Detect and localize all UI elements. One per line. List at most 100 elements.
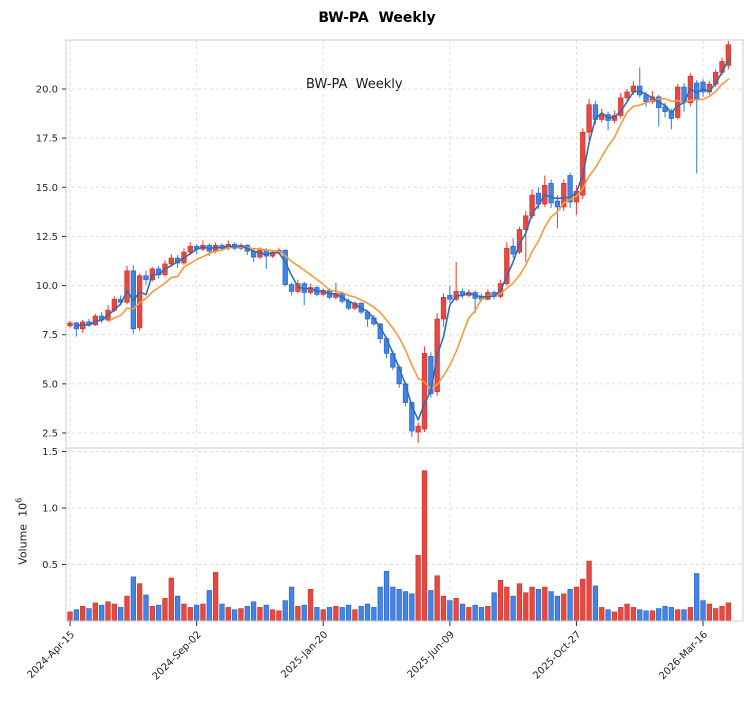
volume-bar <box>307 589 314 621</box>
date-tick-label: 2025-Jan-20 <box>279 629 330 680</box>
volume-bar <box>105 601 111 621</box>
price-tick-label: 5.0 <box>42 379 58 390</box>
volume-bar <box>187 607 193 621</box>
volume-bar <box>149 605 155 621</box>
volume-bar <box>225 607 231 621</box>
volume-bar <box>92 602 99 621</box>
volume-bar <box>377 586 383 621</box>
volume-bar <box>409 593 415 621</box>
volume-panel-border <box>65 447 744 622</box>
volume-bar <box>618 607 624 621</box>
candle-body <box>523 215 529 230</box>
price-tick-label: 2.5 <box>42 429 58 440</box>
volume-bar <box>276 610 282 621</box>
price-tick-label: 10.0 <box>36 281 58 292</box>
volume-bar <box>250 601 257 621</box>
volume-bar <box>118 607 124 621</box>
volume-bar <box>580 578 586 621</box>
volume-bar <box>193 604 200 621</box>
ma-slow-line <box>107 78 730 390</box>
volume-bar <box>529 586 535 621</box>
volume-bar <box>643 610 649 621</box>
volume-bar <box>675 609 681 621</box>
volume-bar <box>453 598 459 621</box>
volume-bar <box>244 605 250 621</box>
candle-body <box>548 183 554 204</box>
volume-bar <box>295 605 301 621</box>
volume-bar <box>624 603 630 621</box>
volume-bar <box>402 591 409 621</box>
volume-tick-label: 1.0 <box>42 504 58 515</box>
volume-bar <box>681 609 687 621</box>
volume-bar <box>352 609 358 621</box>
volume-bar <box>428 590 434 621</box>
volume-bar <box>561 593 567 621</box>
volume-bar <box>649 610 656 621</box>
candle-body <box>510 245 516 255</box>
candle-body <box>725 44 731 66</box>
volume-bar <box>656 608 662 621</box>
volume-bar <box>725 602 731 621</box>
volume-bar <box>162 598 168 621</box>
volume-bar <box>99 604 105 621</box>
volume-bar <box>687 607 694 621</box>
candles-layer <box>66 40 731 443</box>
volume-bar <box>535 589 542 621</box>
volume-bar <box>238 608 244 621</box>
volume-bar <box>510 595 516 621</box>
volume-bar <box>694 573 700 621</box>
volume-bar <box>719 605 725 621</box>
volume-tick-label: 1.5 <box>42 447 58 458</box>
volume-layer <box>66 470 731 621</box>
volume-bar <box>415 555 421 621</box>
volume-bar <box>73 609 80 621</box>
date-tick-label: 2025-Jun-09 <box>406 629 457 680</box>
candle-body <box>561 183 567 208</box>
volume-bar <box>668 607 675 621</box>
volume-tick-label: 0.5 <box>42 560 58 571</box>
volume-bar <box>383 570 390 621</box>
candle-body <box>288 284 295 292</box>
candle-body <box>504 247 510 284</box>
volume-bar <box>485 605 491 621</box>
candle-body <box>187 245 193 253</box>
volume-bar <box>263 604 269 621</box>
volume-bar <box>497 579 504 621</box>
volume-bar <box>573 586 580 621</box>
volume-bar <box>466 607 472 621</box>
volume-bar <box>320 609 326 621</box>
candle-body <box>700 81 706 93</box>
candle-body <box>567 175 573 203</box>
volume-bar <box>516 583 523 621</box>
candle-body <box>624 91 630 99</box>
candle-body <box>168 257 174 265</box>
volume-bar <box>447 600 453 621</box>
volume-bar <box>345 604 352 621</box>
volume-bar <box>86 608 92 621</box>
volume-bar <box>706 603 713 621</box>
candle-body <box>554 200 561 208</box>
candle-body <box>421 353 428 430</box>
volume-bar <box>478 607 485 621</box>
volume-bar <box>67 611 73 621</box>
price-tick-label: 12.5 <box>36 232 58 243</box>
volume-bar <box>396 589 402 621</box>
candle-body <box>675 86 681 118</box>
volume-bar <box>630 607 637 621</box>
volume-bar <box>339 607 345 621</box>
candle-body <box>67 322 73 327</box>
volume-bar <box>301 604 307 621</box>
price-tick-label: 17.5 <box>36 134 58 145</box>
volume-bar <box>459 603 466 621</box>
volume-bar <box>554 595 561 621</box>
price-tick-label: 7.5 <box>42 330 58 341</box>
price-tick-label: 20.0 <box>36 85 58 96</box>
candle-body <box>124 270 130 303</box>
volume-bar <box>80 605 86 621</box>
candle-body <box>263 249 269 257</box>
volume-bar <box>700 600 706 621</box>
date-tick-label: 2026-Mar-16 <box>657 629 710 682</box>
volume-bar <box>174 595 181 621</box>
